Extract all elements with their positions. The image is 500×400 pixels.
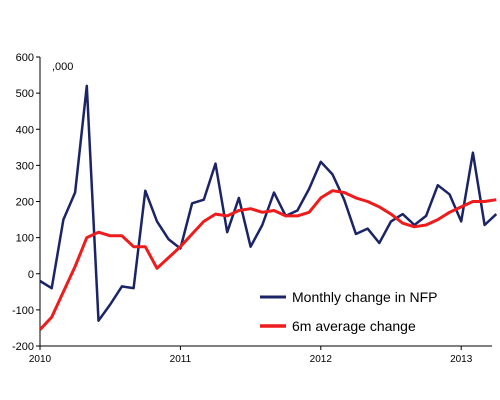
unit-label: ,000 xyxy=(52,61,73,73)
series-line xyxy=(39,84,498,322)
x-tick-label: 2010 xyxy=(29,354,52,365)
legend: Monthly change in NFP 6m average change xyxy=(260,289,438,334)
y-tick-label: 500 xyxy=(16,88,34,100)
series-lines xyxy=(38,84,498,331)
series-line xyxy=(38,189,497,331)
y-tick-label: 0 xyxy=(28,269,34,281)
y-tick-label: 400 xyxy=(16,124,34,136)
series-0 xyxy=(39,84,498,322)
y-tick-label: 100 xyxy=(16,233,34,245)
legend-label: Monthly change in NFP xyxy=(292,289,438,305)
y-tick-label: -100 xyxy=(12,305,34,317)
y-tick-label: 600 xyxy=(16,52,34,64)
x-tick-label: 2012 xyxy=(310,354,333,365)
legend-label: 6m average change xyxy=(292,318,416,334)
y-tick-label: 200 xyxy=(16,197,34,209)
y-tick-label: -200 xyxy=(12,341,34,353)
y-tick-labels: -200 -100 0 100 200 300 400 500 600 xyxy=(12,52,40,353)
x-tick-label: 2013 xyxy=(450,354,473,365)
y-tick-label: 300 xyxy=(16,160,34,172)
x-tick-label: 2011 xyxy=(170,354,192,365)
series-1 xyxy=(38,189,497,331)
x-tick-labels: 2010 2011 2012 2013 xyxy=(29,346,473,365)
